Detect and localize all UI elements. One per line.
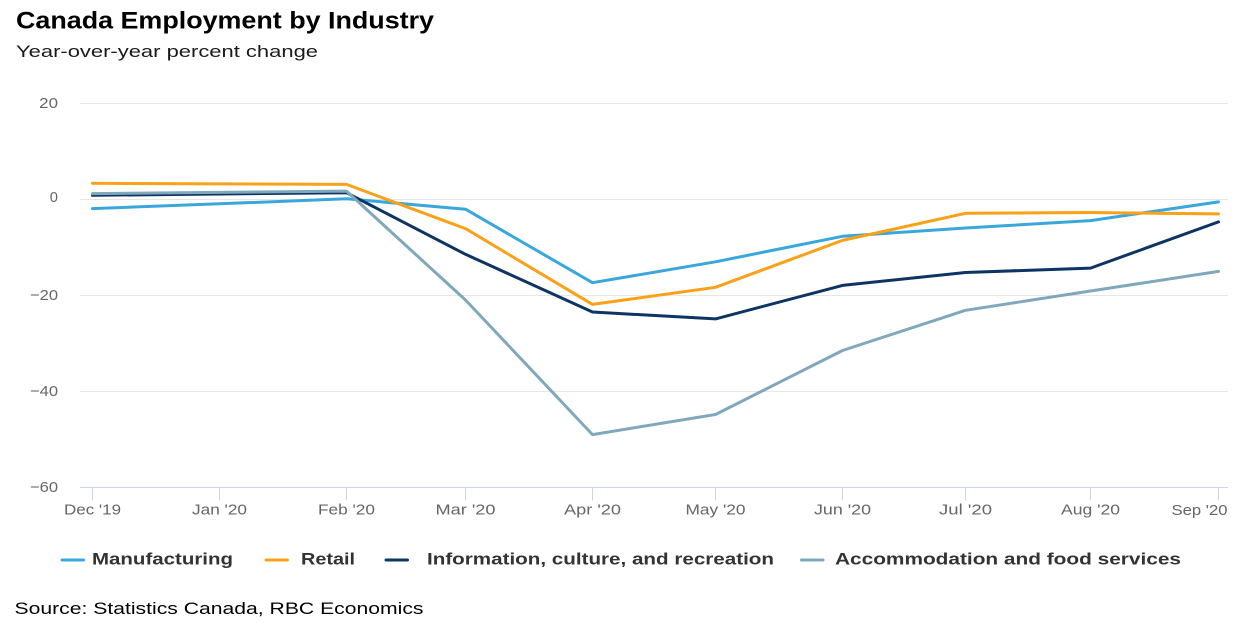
svg-text:Dec '19: Dec '19 xyxy=(64,502,121,519)
svg-text:Accommodation and food service: Accommodation and food services xyxy=(835,550,1181,569)
svg-text:Feb '20: Feb '20 xyxy=(318,502,375,519)
svg-text:Year-over-year percent change: Year-over-year percent change xyxy=(16,42,318,61)
svg-text:−60: −60 xyxy=(30,479,58,496)
svg-text:Jan '20: Jan '20 xyxy=(192,502,247,519)
svg-text:Information, culture, and recr: Information, culture, and recreation xyxy=(427,550,774,569)
svg-text:−20: −20 xyxy=(30,287,58,304)
svg-text:Sep '20: Sep '20 xyxy=(1172,502,1228,519)
svg-text:20: 20 xyxy=(39,95,58,112)
svg-text:Source: Statistics Canada, RBC: Source: Statistics Canada, RBC Economics xyxy=(15,599,424,618)
svg-text:Aug '20: Aug '20 xyxy=(1061,502,1120,519)
svg-text:Canada Employment by Industry: Canada Employment by Industry xyxy=(16,8,435,35)
svg-text:Retail: Retail xyxy=(301,550,355,569)
svg-text:Mar '20: Mar '20 xyxy=(436,502,496,519)
svg-text:May '20: May '20 xyxy=(686,502,746,519)
svg-text:Jul '20: Jul '20 xyxy=(939,502,992,519)
svg-text:−40: −40 xyxy=(30,383,58,400)
svg-text:Apr '20: Apr '20 xyxy=(564,502,621,519)
svg-text:Jun '20: Jun '20 xyxy=(814,502,871,519)
svg-text:Manufacturing: Manufacturing xyxy=(92,550,233,569)
svg-text:0: 0 xyxy=(50,189,58,206)
